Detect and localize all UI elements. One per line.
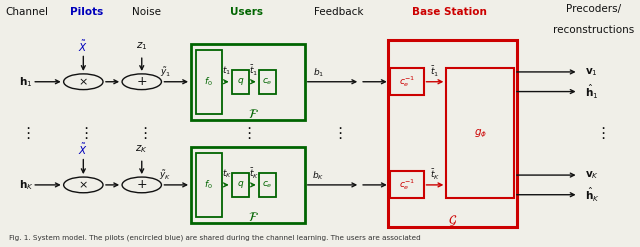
Bar <box>196 50 221 114</box>
Text: $f_0$: $f_0$ <box>204 76 213 88</box>
Text: $z_K$: $z_K$ <box>136 144 148 155</box>
Text: Noise: Noise <box>132 7 161 17</box>
Text: $\mathcal{F}$: $\mathcal{F}$ <box>248 108 259 121</box>
Text: Base Station: Base Station <box>412 7 487 17</box>
Circle shape <box>122 74 161 90</box>
Bar <box>446 68 514 198</box>
Text: $t_1$: $t_1$ <box>222 64 231 77</box>
Text: $c_e^{-1}$: $c_e^{-1}$ <box>399 177 415 192</box>
Text: $\mathbf{v}_K$: $\mathbf{v}_K$ <box>585 169 599 181</box>
Circle shape <box>63 177 103 193</box>
Text: $\tilde{y}_K$: $\tilde{y}_K$ <box>159 169 172 183</box>
Text: $g_\phi$: $g_\phi$ <box>474 127 486 140</box>
Circle shape <box>63 74 103 90</box>
Text: $\bar{t}_1$: $\bar{t}_1$ <box>430 64 440 79</box>
Text: $\times$: $\times$ <box>79 77 88 87</box>
Text: $b_K$: $b_K$ <box>312 169 324 182</box>
Text: $q$: $q$ <box>237 76 244 87</box>
Text: $\vdots$: $\vdots$ <box>595 125 605 141</box>
Text: $+$: $+$ <box>136 75 147 88</box>
Text: Pilots: Pilots <box>70 7 103 17</box>
Bar <box>390 68 424 95</box>
Text: $\tilde{X}$: $\tilde{X}$ <box>79 39 88 54</box>
Text: $\hat{\mathbf{h}}_K$: $\hat{\mathbf{h}}_K$ <box>585 186 600 204</box>
Text: $\times$: $\times$ <box>79 180 88 190</box>
Text: $\vdots$: $\vdots$ <box>78 125 88 141</box>
Text: $c_e^{-1}$: $c_e^{-1}$ <box>399 74 415 89</box>
Text: $z_1$: $z_1$ <box>136 40 147 52</box>
Bar <box>232 70 249 94</box>
Text: $b_1$: $b_1$ <box>313 66 324 79</box>
Text: $\tilde{X}$: $\tilde{X}$ <box>79 142 88 157</box>
Text: $f_0$: $f_0$ <box>204 179 213 191</box>
Text: Channel: Channel <box>5 7 48 17</box>
Text: $\vdots$: $\vdots$ <box>332 125 342 141</box>
Text: $\vdots$: $\vdots$ <box>136 125 147 141</box>
Bar <box>191 147 305 223</box>
Text: $\bar{t}_K$: $\bar{t}_K$ <box>248 167 259 181</box>
Text: $\bar{t}_1$: $\bar{t}_1$ <box>249 63 259 78</box>
Text: Fig. 1. System model. The pilots (encircled blue) are shared during the channel : Fig. 1. System model. The pilots (encirc… <box>10 234 421 241</box>
Bar <box>196 153 221 217</box>
Text: $c_e$: $c_e$ <box>262 77 273 87</box>
Bar <box>191 44 305 120</box>
Text: $\mathcal{G}$: $\mathcal{G}$ <box>448 213 457 228</box>
Text: $\hat{\mathbf{h}}_1$: $\hat{\mathbf{h}}_1$ <box>585 82 598 101</box>
Text: reconstructions: reconstructions <box>554 25 634 35</box>
Text: $\mathbf{v}_1$: $\mathbf{v}_1$ <box>585 66 598 78</box>
Text: $\mathcal{F}$: $\mathcal{F}$ <box>248 211 259 224</box>
Text: $q$: $q$ <box>237 179 244 190</box>
Text: $c_e$: $c_e$ <box>262 180 273 190</box>
Text: $\mathbf{h}_1$: $\mathbf{h}_1$ <box>19 75 32 89</box>
Text: $\vdots$: $\vdots$ <box>20 125 30 141</box>
Bar <box>259 70 276 94</box>
Text: $\bar{t}_K$: $\bar{t}_K$ <box>430 167 440 182</box>
Circle shape <box>122 177 161 193</box>
Bar <box>388 40 517 227</box>
Text: $\vdots$: $\vdots$ <box>241 125 252 141</box>
Bar <box>232 173 249 197</box>
Text: $\mathbf{h}_K$: $\mathbf{h}_K$ <box>19 178 33 192</box>
Text: $+$: $+$ <box>136 178 147 191</box>
Text: Feedback: Feedback <box>314 7 364 17</box>
Text: $t_K$: $t_K$ <box>221 168 232 180</box>
Text: Users: Users <box>230 7 263 17</box>
Text: $\tilde{y}_1$: $\tilde{y}_1$ <box>159 65 171 79</box>
Bar <box>390 171 424 198</box>
Text: Precoders/: Precoders/ <box>566 4 621 14</box>
Bar <box>259 173 276 197</box>
